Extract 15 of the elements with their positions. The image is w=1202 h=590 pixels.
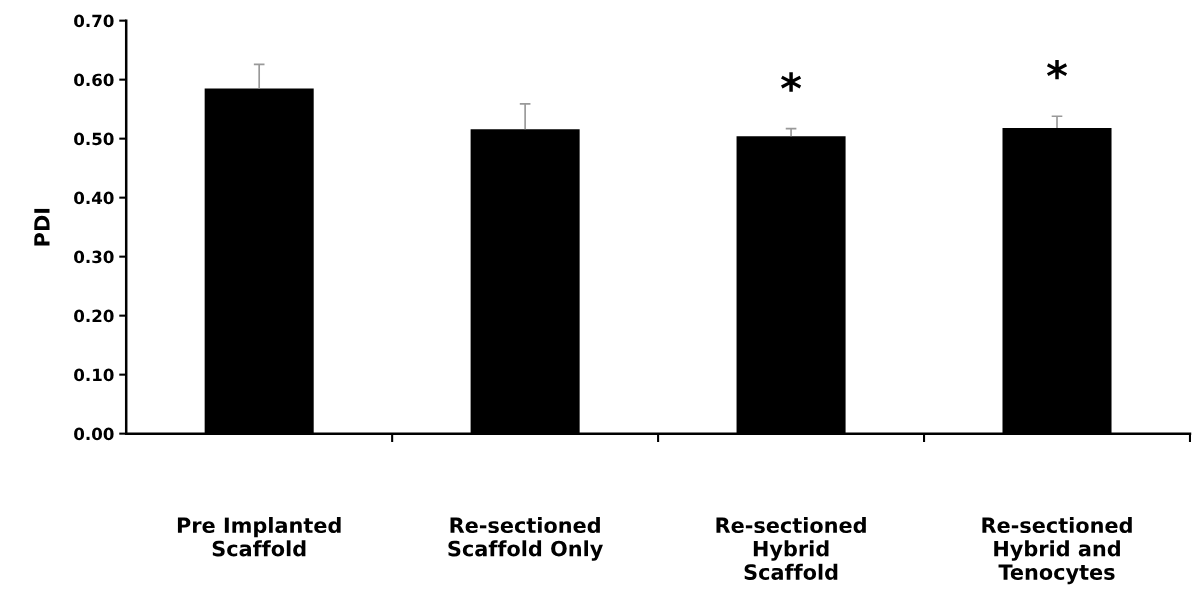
- x-tick-label: Re-sectioned Hybrid and Tenocytes: [982, 516, 1132, 585]
- y-tick-label: 0.60: [74, 73, 114, 87]
- x-tick-label: Pre Implanted Scaffold: [177, 516, 341, 557]
- y-tick-label: 0.20: [74, 309, 114, 323]
- y-tick-label: 0.10: [74, 368, 114, 382]
- y-tick-label: 0.50: [74, 132, 114, 146]
- y-tick-label: 0.30: [74, 250, 114, 264]
- y-tick-label: 0.70: [74, 14, 114, 28]
- x-tick-label: Re-sectioned Scaffold Only: [448, 516, 603, 561]
- y-axis-title: PDI: [34, 208, 50, 246]
- data-label: *: [781, 72, 802, 92]
- data-label: *: [1046, 59, 1068, 80]
- y-tick-label: 0.40: [74, 191, 114, 205]
- x-tick-label: Re-sectioned Hybrid Scaffold: [716, 516, 866, 580]
- y-tick-label: 0.00: [74, 427, 114, 441]
